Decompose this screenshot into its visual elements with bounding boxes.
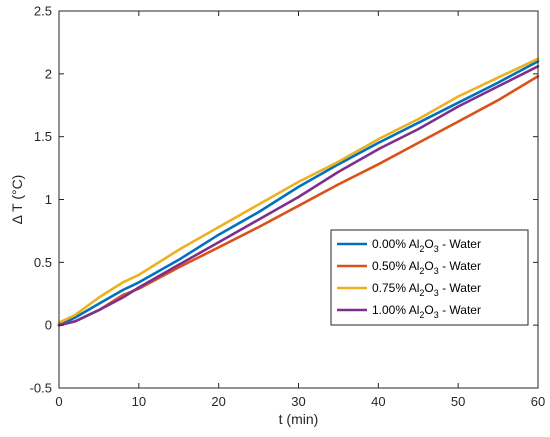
x-tick-label: 50	[451, 394, 465, 409]
y-tick-label: -0.5	[30, 381, 52, 396]
legend-label-3: 0.75% Al2O3 - Water	[372, 281, 481, 298]
legend-label-part: O	[424, 237, 433, 251]
series-line-1	[57, 59, 540, 327]
legend-label-part: O	[424, 259, 433, 273]
y-tick-label: 1.5	[34, 129, 52, 144]
series-layer	[57, 57, 540, 327]
legend-label-1: 0.00% Al2O3 - Water	[372, 237, 481, 254]
legend-label-part: 0.75% Al	[372, 281, 419, 295]
x-tick-label: 60	[531, 394, 545, 409]
legend-label-part: 3	[434, 266, 439, 276]
legend-label-part: 2	[419, 310, 424, 320]
legend-label-part: - Water	[439, 237, 481, 251]
legend-label-part: 2	[419, 244, 424, 254]
y-tick-label: 1	[45, 192, 52, 207]
y-axis-label: Δ T (°C)	[9, 175, 25, 225]
legend-label-part: - Water	[439, 259, 481, 273]
x-tick-label: 30	[291, 394, 305, 409]
legend-label-part: 3	[434, 310, 439, 320]
legend-label-part: 0.00% Al	[372, 237, 419, 251]
legend-label-part: 2	[419, 266, 424, 276]
y-tick-label: 2	[45, 66, 52, 81]
ticks-layer: 0 10 20 30 40 50 60-0.500.511.522.5	[30, 4, 546, 410]
x-tick-label: 20	[211, 394, 225, 409]
x-tick-label: 0	[55, 394, 62, 409]
y-tick-label: 0	[45, 318, 52, 333]
legend-label-part: - Water	[439, 303, 481, 317]
y-tick-label: 2.5	[34, 4, 52, 19]
legend-label-part: O	[424, 281, 433, 295]
x-axis-label: t (min)	[279, 411, 319, 427]
legend-label-part: O	[424, 303, 433, 317]
series-line-3	[57, 57, 540, 325]
legend-label-part: 2	[419, 288, 424, 298]
legend-label-part: - Water	[439, 281, 481, 295]
y-tick-label: 0.5	[34, 255, 52, 270]
legend-label-part: 1.00% Al	[372, 303, 419, 317]
legend-label-part: 3	[434, 288, 439, 298]
legend-label-part: 3	[434, 244, 439, 254]
legend-label-2: 0.50% Al2O3 - Water	[372, 259, 481, 276]
legend-label-4: 1.00% Al2O3 - Water	[372, 303, 481, 320]
x-tick-label: 40	[371, 394, 385, 409]
legend-label-part: 0.50% Al	[372, 259, 419, 273]
series-line-4	[57, 65, 540, 327]
x-tick-label: 10	[132, 394, 146, 409]
